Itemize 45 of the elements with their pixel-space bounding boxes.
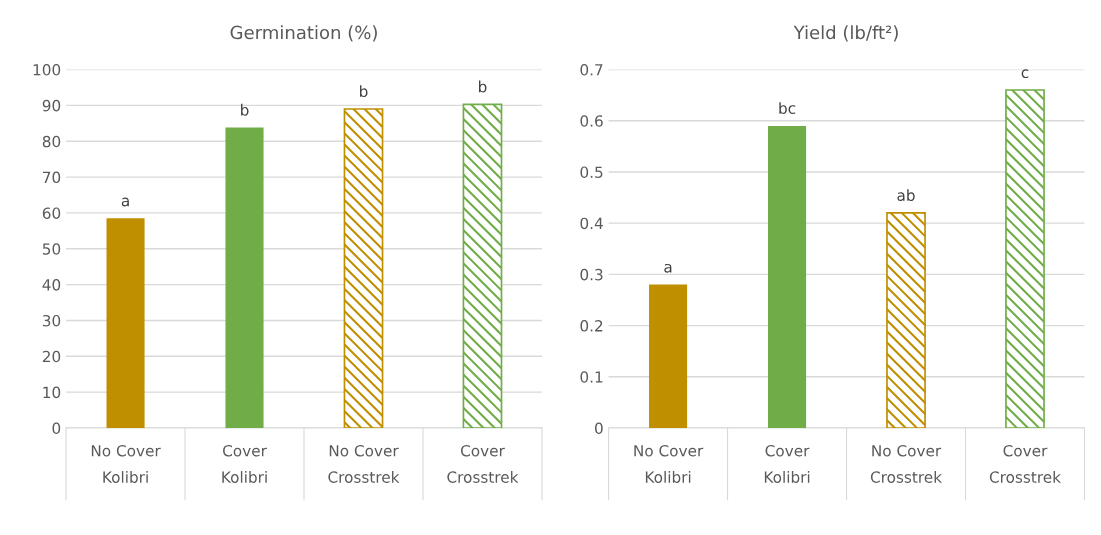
y-tick-label: 0.2 <box>580 320 603 332</box>
y-tick-label: 80 <box>42 135 61 148</box>
x-tick-label: No Cover Crosstrek <box>328 444 400 483</box>
x-tick-label: No Cover Kolibri <box>91 444 161 483</box>
chart-title: Germination (%) <box>230 25 377 42</box>
x-tick-label: No Cover Crosstrek <box>870 444 942 483</box>
annotation: b <box>241 103 249 116</box>
y-tick-label: 30 <box>42 314 61 327</box>
bar <box>343 108 384 428</box>
y-tick-label: 20 <box>42 350 61 363</box>
x-tick-label: Cover Kolibri <box>764 444 810 483</box>
x-tick-label: Cover Kolibri <box>222 444 267 483</box>
bar <box>462 103 503 428</box>
annotation: bc <box>779 102 796 114</box>
bar <box>886 212 926 428</box>
y-tick-label: 90 <box>42 99 61 112</box>
y-tick-label: 0.6 <box>580 115 603 127</box>
y-tick-label: 0.1 <box>580 371 603 383</box>
y-tick-label: 0.7 <box>580 64 603 76</box>
y-tick-label: 0 <box>595 422 603 435</box>
bar <box>106 218 145 428</box>
y-tick-label: 0.3 <box>580 268 603 281</box>
y-tick-label: 70 <box>43 171 61 184</box>
annotation: ab <box>897 189 915 202</box>
annotation: a <box>121 197 129 207</box>
y-tick-label: 60 <box>42 207 61 219</box>
x-tick-label: Cover Crosstrek <box>447 444 519 483</box>
x-tick-label: Cover Crosstrek <box>989 444 1061 483</box>
annotation: b <box>360 85 368 98</box>
y-tick-label: 100 <box>33 64 61 76</box>
y-tick-label: 40 <box>42 279 61 291</box>
annotation: a <box>664 263 672 273</box>
annotation: b <box>479 80 487 93</box>
x-tick-label: No Cover Kolibri <box>634 444 704 483</box>
bar <box>225 127 264 428</box>
annotation: c <box>1021 69 1029 79</box>
y-tick-label: 50 <box>42 243 61 255</box>
y-tick-label: 0 <box>52 422 61 435</box>
y-tick-label: 0.5 <box>580 166 603 178</box>
y-tick-label: 0.4 <box>580 217 603 230</box>
bar <box>768 125 807 428</box>
bar <box>649 284 688 428</box>
y-tick-label: 10 <box>43 386 61 399</box>
bar <box>1005 89 1045 428</box>
chart-title: Yield (lb/ft²) <box>793 25 898 42</box>
